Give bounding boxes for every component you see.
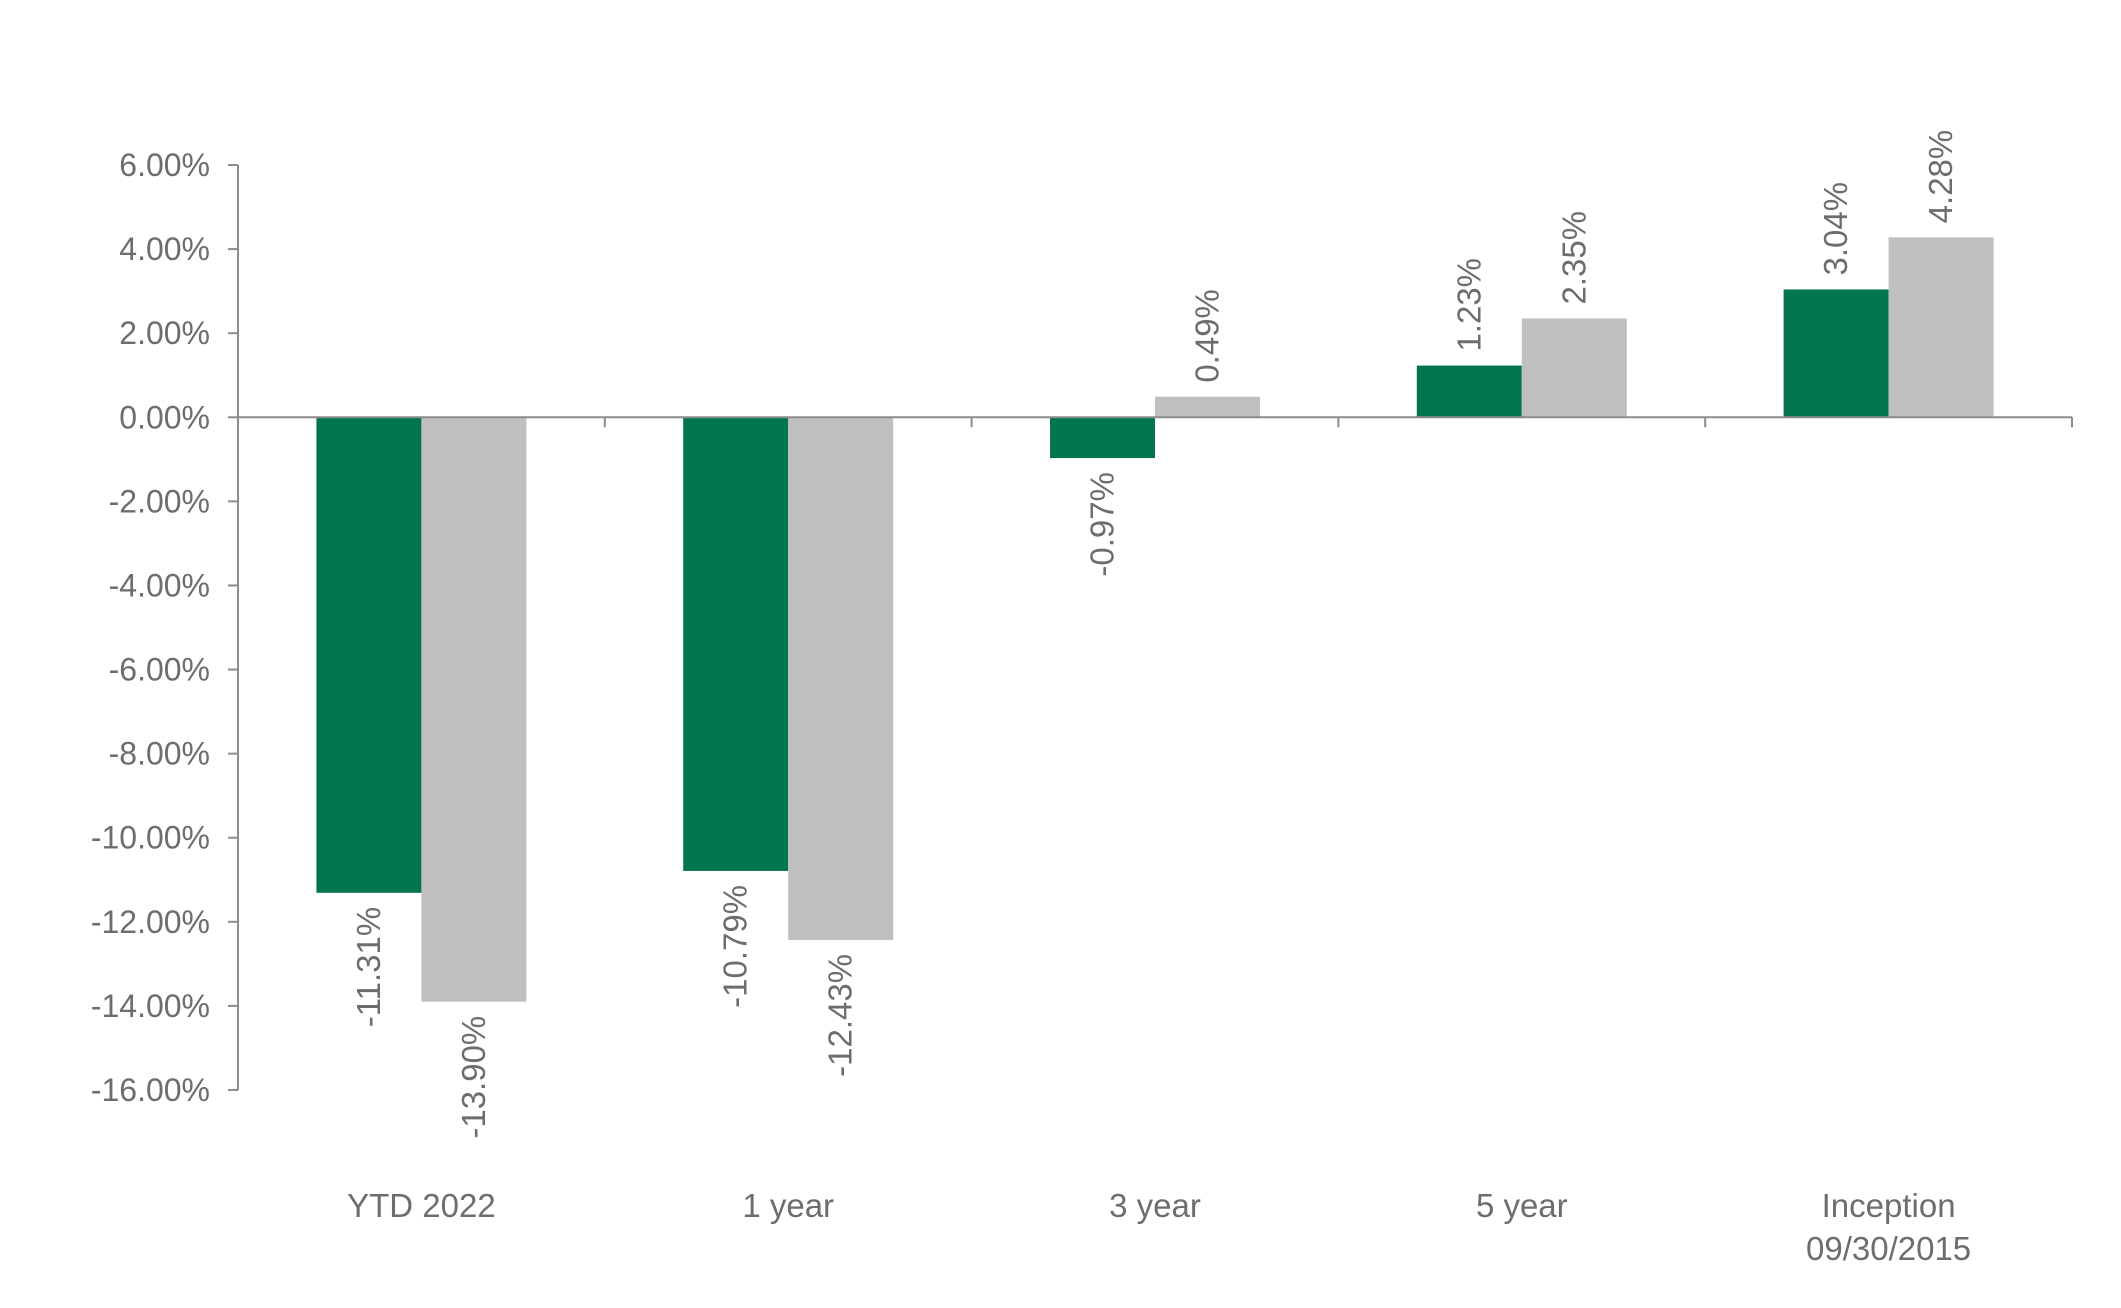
data-label-s1-2: -0.97% — [1084, 472, 1121, 577]
data-label-s1-1: -10.79% — [717, 885, 754, 1008]
data-label-s2-2: 0.49% — [1189, 289, 1226, 383]
y-tick-label: -10.00% — [91, 820, 210, 856]
bar-s1-0 — [316, 417, 422, 893]
labels-layer: 6.00% 4.00% 2.00% 0.00% -2.00% -4.00% -6.00% -8… — [91, 130, 1971, 1267]
bar-s2-2 — [1155, 396, 1260, 418]
data-label-s1-4: 3.04% — [1817, 182, 1854, 276]
category-label-line: YTD 2022 — [347, 1187, 496, 1224]
bar-s2-1 — [788, 417, 894, 940]
category-label-line: 5 year — [1476, 1187, 1568, 1224]
category-label-line: 3 year — [1109, 1187, 1201, 1224]
y-tick-label: -16.00% — [91, 1072, 210, 1108]
category-label: YTD 2022 — [347, 1187, 496, 1224]
bar-s1-2 — [1050, 417, 1155, 459]
bar-s2-3 — [1521, 318, 1627, 418]
data-label-s2-0: -13.90% — [455, 1016, 492, 1139]
bars-layer — [316, 237, 1994, 1002]
bar-s1-1 — [683, 417, 789, 871]
category-label-line: Inception — [1822, 1187, 1956, 1224]
y-tick-label: 2.00% — [119, 315, 210, 351]
bar-s2-0 — [421, 417, 527, 1002]
data-label-s1-3: 1.23% — [1450, 258, 1487, 352]
category-label: 5 year — [1476, 1187, 1568, 1224]
y-tick-label: -8.00% — [109, 736, 210, 772]
data-label-s2-1: -12.43% — [822, 954, 859, 1077]
data-label-s2-3: 2.35% — [1555, 211, 1592, 305]
bar-s2-4 — [1888, 237, 1994, 418]
category-label: 1 year — [742, 1187, 834, 1224]
category-label: Inception 09/30/2015 — [1806, 1187, 1971, 1267]
y-tick-label: -12.00% — [91, 904, 210, 940]
y-tick-label: -14.00% — [91, 988, 210, 1024]
y-tick-label: 0.00% — [119, 399, 210, 435]
y-tick-label: -2.00% — [109, 483, 210, 519]
y-tick-label: 6.00% — [119, 147, 210, 183]
y-tick-label: -4.00% — [109, 567, 210, 603]
data-label-s2-4: 4.28% — [1922, 130, 1959, 224]
bar-s1-3 — [1416, 365, 1522, 418]
axes-layer — [228, 164, 2073, 1091]
category-label: 3 year — [1109, 1187, 1201, 1224]
y-tick-label: 4.00% — [119, 231, 210, 267]
data-label-s1-0: -11.31% — [350, 907, 387, 1027]
y-tick-label: -6.00% — [109, 652, 210, 688]
category-label-line: 1 year — [742, 1187, 834, 1224]
category-label-line: 09/30/2015 — [1806, 1230, 1971, 1267]
bar-s1-4 — [1783, 289, 1889, 418]
